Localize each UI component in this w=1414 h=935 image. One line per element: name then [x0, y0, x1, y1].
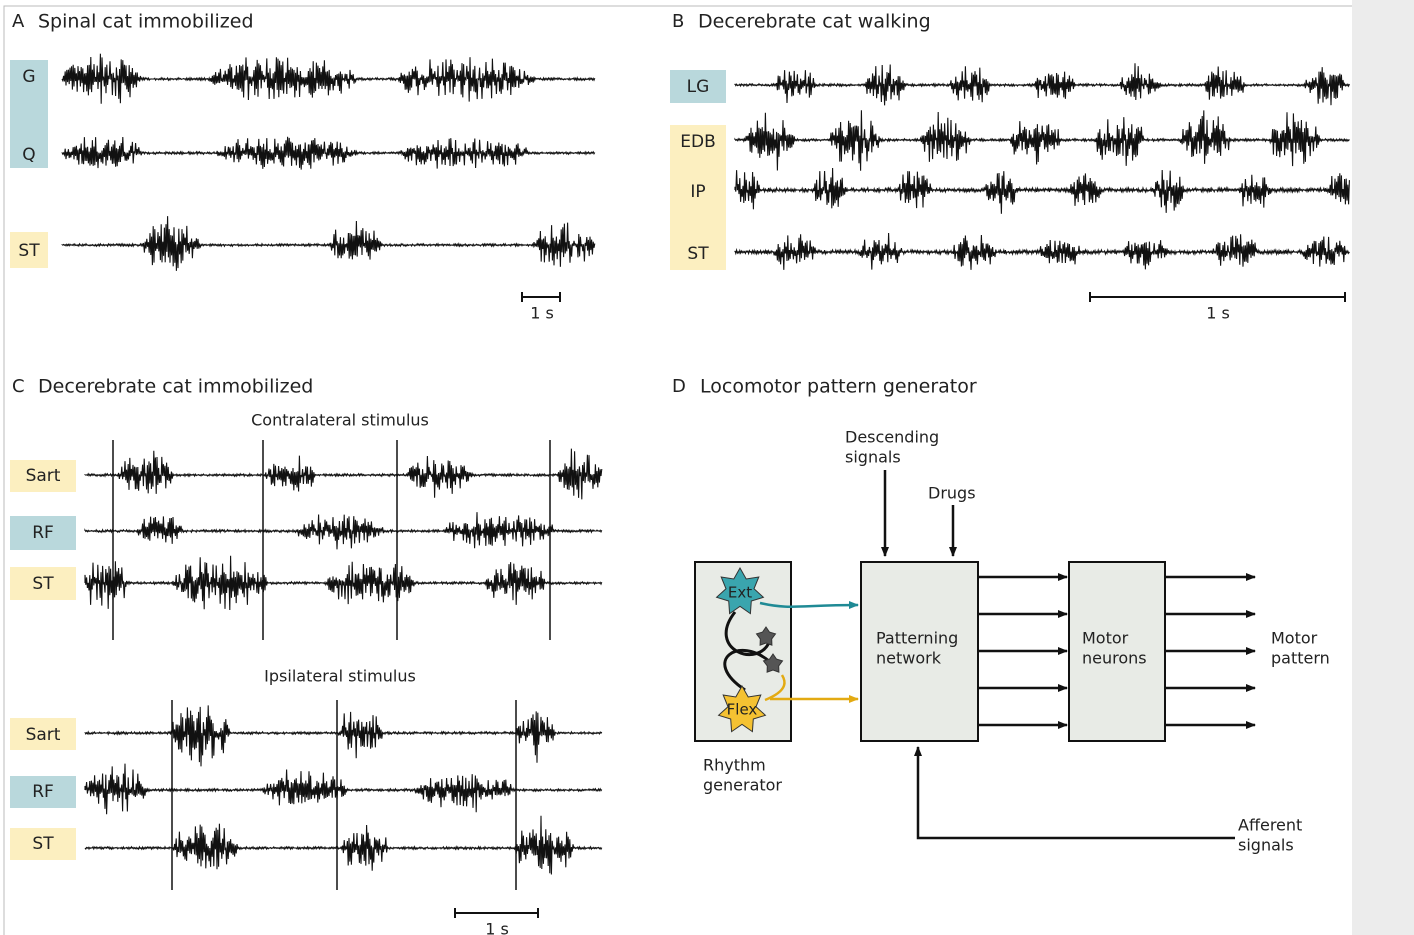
label-box — [10, 718, 76, 750]
label-box — [10, 516, 76, 550]
descending-label: signals — [845, 448, 901, 467]
panel-letter: A — [12, 11, 25, 32]
emg-trace — [61, 216, 596, 271]
patterning-label: Patterning — [876, 629, 958, 648]
motor-pattern-label: Motor — [1271, 629, 1318, 648]
neuron — [715, 566, 765, 615]
motor-neurons-label: Motor — [1082, 629, 1129, 648]
panel-title: Spinal cat immobilized — [38, 11, 254, 33]
label-box — [670, 70, 726, 103]
emg-trace — [84, 512, 603, 550]
track-label: ST — [687, 244, 709, 264]
label-box — [670, 125, 726, 270]
emg-trace — [734, 63, 1350, 106]
emg-trace — [84, 555, 603, 611]
frame — [3, 5, 1352, 935]
panel-letter: C — [12, 376, 25, 397]
panel-title: Decerebrate cat immobilized — [38, 376, 313, 398]
teal-arrow — [759, 601, 859, 610]
scale-bar — [521, 292, 561, 302]
neuron — [762, 653, 784, 673]
track-label: IP — [690, 182, 705, 202]
emg-trace — [61, 136, 596, 170]
neuron-label: Ext — [728, 584, 752, 602]
emg-trace — [61, 53, 596, 104]
track-label: Sart — [26, 725, 61, 745]
track-label: EDB — [680, 132, 716, 152]
emg-trace — [84, 815, 603, 875]
track-label: ST — [32, 834, 54, 854]
label-box — [10, 828, 76, 860]
subheading: Ipsilateral stimulus — [264, 667, 416, 686]
panel-letter: D — [672, 376, 686, 397]
track-label: LG — [687, 77, 710, 97]
motor-pattern-label: pattern — [1271, 649, 1330, 668]
rhythm-label: generator — [703, 776, 782, 795]
track-label: Sart — [26, 466, 61, 486]
scale-label: 1 s — [1206, 304, 1230, 323]
descending-label: Descending — [845, 428, 939, 447]
afferent-label: Afferent — [1238, 816, 1302, 835]
emg-trace — [84, 448, 603, 500]
panel-title: Locomotor pattern generator — [700, 376, 977, 398]
side-strip — [1352, 0, 1414, 935]
label-box — [10, 460, 76, 492]
emg-trace — [734, 167, 1350, 214]
subheading: Contralateral stimulus — [251, 411, 429, 430]
neuron — [755, 626, 777, 646]
drugs-label: Drugs — [928, 484, 976, 503]
label-box — [10, 232, 48, 268]
scale-bar — [1089, 292, 1346, 302]
patterning-label: network — [876, 649, 942, 668]
scale-bar — [454, 908, 539, 918]
label-box — [10, 60, 48, 168]
emg-trace — [734, 110, 1350, 171]
scale-label: 1 s — [485, 920, 509, 935]
rhythm-label: Rhythm — [703, 756, 766, 775]
emg-trace — [84, 705, 603, 767]
yellow-arrow — [764, 674, 858, 700]
track-label: Q — [22, 145, 35, 165]
connection — [723, 649, 772, 692]
track-label: RF — [32, 523, 54, 543]
motor-box — [1068, 561, 1166, 742]
panel-letter: B — [672, 11, 684, 32]
arrow — [914, 746, 1235, 840]
track-label: ST — [32, 574, 54, 594]
label-box — [10, 776, 76, 808]
label-box — [10, 567, 76, 600]
track-label: G — [22, 67, 35, 87]
emg-trace — [84, 763, 603, 815]
panel-title: Decerebrate cat walking — [698, 11, 931, 33]
emg-trace — [734, 232, 1350, 270]
afferent-label: signals — [1238, 836, 1294, 855]
motor-neurons-label: neurons — [1082, 649, 1147, 668]
neuron — [717, 684, 767, 733]
neuron-label: Flex — [727, 701, 758, 719]
scale-label: 1 s — [530, 304, 554, 323]
track-label: ST — [18, 241, 40, 261]
track-label: RF — [32, 782, 54, 802]
